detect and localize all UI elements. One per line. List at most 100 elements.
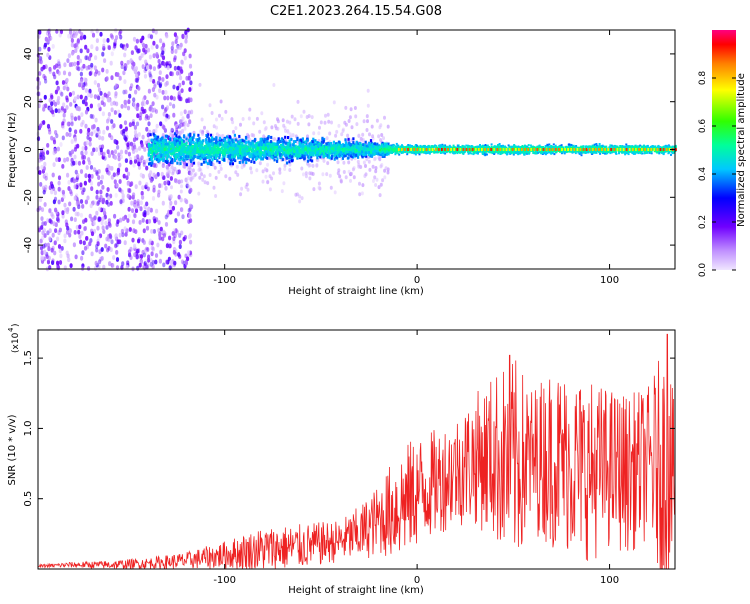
- spectrogram-cell: [253, 139, 256, 143]
- spectrogram-cell: [187, 234, 191, 240]
- spectrogram-cell: [51, 260, 55, 265]
- spectrogram-cell: [43, 94, 47, 100]
- spectrogram-cell: [371, 134, 375, 139]
- spectrogram-cell: [78, 106, 82, 112]
- spectrogram-cell: [92, 124, 96, 129]
- spectrogram-cell: [102, 46, 106, 51]
- spectrogram-cell: [63, 157, 67, 163]
- spectrogram-cell: [161, 77, 165, 82]
- spectrogram-cell: [95, 171, 99, 177]
- spectrogram-cell: [78, 58, 82, 64]
- spectrogram-cell: [302, 148, 305, 152]
- spectrogram-cell: [182, 155, 185, 159]
- spectrogram-cell: [66, 253, 70, 259]
- spectrogram-cell: [150, 44, 154, 50]
- spectrogram-cell: [195, 141, 198, 145]
- spectrogram-cell: [322, 158, 326, 163]
- spectrogram-cell: [189, 187, 193, 193]
- spectrogram-cell: [300, 144, 303, 148]
- spectrogram-cell: [62, 112, 66, 118]
- spectrogram-cell: [107, 196, 111, 201]
- spectrogram-cell: [156, 149, 160, 153]
- spectrogram-cell: [366, 119, 369, 124]
- spectrogram-cell: [364, 140, 367, 144]
- spectrogram-cell: [78, 234, 82, 240]
- spectrogram-cell: [91, 200, 95, 206]
- spectrogram-cell: [154, 134, 157, 138]
- spectrogram-cell: [296, 156, 299, 160]
- spectrogram-cell: [328, 154, 331, 158]
- spectrogram-cell: [91, 32, 96, 38]
- spectrogram-cell: [224, 142, 227, 145]
- spectrogram-cell: [177, 179, 181, 185]
- spectrogram-cell: [48, 208, 52, 213]
- spectrogram-cell: [354, 150, 357, 153]
- spectrogram-cell: [240, 186, 244, 191]
- spectrogram-cell: [110, 263, 114, 268]
- spectrogram-cell: [150, 143, 153, 147]
- spectrogram-cell: [180, 150, 183, 154]
- spectrogram-cell: [335, 129, 339, 134]
- spectrogram-cell: [79, 199, 84, 204]
- spectrogram-cell: [171, 206, 175, 212]
- spectrogram-cell: [183, 55, 187, 61]
- spectrogram-cell: [179, 111, 183, 116]
- spectrogram-cell: [166, 95, 170, 101]
- spectrogram-cell: [259, 140, 262, 144]
- spectrogram-cell: [143, 210, 147, 215]
- spectrogram-cell: [333, 190, 337, 195]
- spectrogram-cell: [272, 171, 275, 176]
- spectrogram-cell: [208, 155, 211, 159]
- spectrogram-cell: [284, 128, 287, 133]
- spectrogram-cell: [157, 135, 160, 139]
- spectrogram-cell: [248, 142, 251, 146]
- spectrogram-cell: [104, 220, 108, 226]
- spectrogram-cell: [127, 206, 131, 212]
- spectrogram-cell: [127, 213, 131, 219]
- spectrogram-cell: [113, 179, 117, 185]
- spectrogram-cell: [53, 101, 58, 107]
- spectrogram-cell: [95, 244, 99, 249]
- spectrogram-cell: [101, 111, 105, 117]
- spectrogram-cell: [216, 143, 219, 147]
- spectrogram-cell: [340, 145, 343, 148]
- spectrogram-cell: [174, 142, 177, 146]
- spectrogram-cell: [313, 148, 317, 152]
- spectrogram-cell: [143, 147, 147, 152]
- spectrogram-cell: [191, 151, 194, 155]
- spectrogram-cell: [158, 144, 161, 148]
- spectrogram-cell: [229, 162, 232, 166]
- spectrogram-cell: [155, 137, 158, 141]
- spectrogram-cell: [301, 150, 304, 154]
- spectrogram-cell: [369, 139, 373, 143]
- spectrogram-cell: [296, 149, 299, 153]
- spectrogram-cell: [95, 210, 99, 216]
- spectrogram-cell: [362, 119, 366, 124]
- spectrogram-cell: [239, 155, 242, 159]
- spectrogram-cell: [120, 64, 124, 70]
- spectrogram-cell: [162, 159, 165, 162]
- spectrogram-cell: [180, 119, 184, 124]
- spectrogram-cell: [81, 155, 85, 161]
- spectrogram-cell: [149, 161, 152, 165]
- spectrogram-cell: [161, 50, 165, 55]
- spectrogram-cell: [183, 149, 186, 153]
- spectrogram-cell: [131, 237, 135, 243]
- spectrogram-cell: [316, 141, 319, 145]
- spectrogram-cell: [382, 136, 385, 141]
- spectrogram-cell: [311, 159, 314, 163]
- spectrogram-cell: [141, 109, 145, 114]
- spectrogram-cell: [164, 222, 169, 227]
- spectrogram-cell: [575, 145, 578, 147]
- spectrogram-cell: [180, 207, 184, 213]
- spectrogram-cell: [152, 172, 156, 178]
- spectrogram-cell: [112, 172, 116, 178]
- spectrogram-cell: [170, 185, 173, 190]
- spectrogram-cell: [177, 139, 180, 143]
- spectrogram-cell: [151, 260, 155, 265]
- spectrogram-cell: [350, 125, 354, 130]
- spectrogram-cell: [290, 137, 293, 141]
- spectrogram-cell: [41, 221, 45, 227]
- spectrogram-cell: [234, 144, 237, 148]
